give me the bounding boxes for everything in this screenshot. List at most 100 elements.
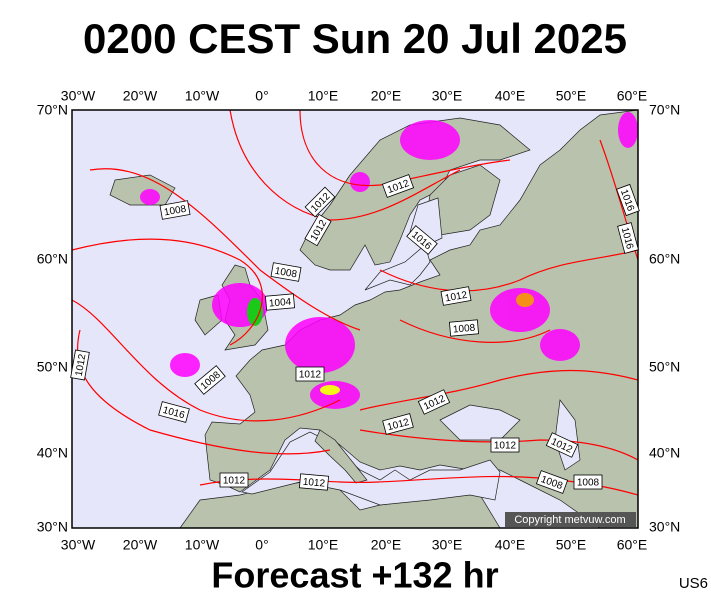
isobar-label-text: 1008 xyxy=(163,204,187,219)
isobar-label-box xyxy=(304,186,336,218)
black-sea xyxy=(439,404,521,441)
isobar-label-text: 1008 xyxy=(453,323,477,336)
isobar-label: 1016 xyxy=(158,401,190,423)
isobar-label-box xyxy=(265,293,295,311)
longitude-label: 30°W xyxy=(61,88,96,104)
isobar-label-box xyxy=(381,174,415,198)
isobar-label-box xyxy=(449,319,479,337)
rain-area xyxy=(350,172,370,192)
isobar xyxy=(71,238,263,346)
latitude-label: 40°N xyxy=(649,445,680,461)
isobar-label-box xyxy=(270,262,302,282)
longitude-label: 0° xyxy=(255,88,268,104)
isobar-label-text: 1012 xyxy=(223,476,246,487)
isobar-label-text: 1012 xyxy=(302,477,326,490)
isobar-label-text: 1004 xyxy=(269,297,293,310)
longitude-label: 10°E xyxy=(308,537,339,553)
latitude-label: 40°N xyxy=(37,445,68,461)
isobar-label-box xyxy=(535,470,569,494)
isobar-label-box xyxy=(158,401,190,423)
isobar xyxy=(379,249,639,292)
map-frame xyxy=(71,109,639,529)
longitude-label: 40°E xyxy=(495,88,526,104)
isobar-label: 1008 xyxy=(270,262,302,282)
longitude-label: 50°E xyxy=(556,537,587,553)
isobar-label-box xyxy=(70,349,90,381)
isobar-label-text: 1012 xyxy=(74,353,89,377)
isobar xyxy=(89,168,361,331)
isobar-label-box xyxy=(194,365,226,395)
isobar-label-box xyxy=(159,200,191,220)
rain-area xyxy=(140,189,160,205)
isobar xyxy=(399,319,551,343)
isobar-label-box xyxy=(295,366,325,382)
isobar-label-text: 1012 xyxy=(494,441,517,452)
longitude-label: 30°E xyxy=(432,537,463,553)
isobar-label-box xyxy=(545,432,579,458)
longitude-label: 40°E xyxy=(495,537,526,553)
rain-area xyxy=(618,112,638,148)
isobar-label-box xyxy=(490,437,520,453)
model-code: US6 xyxy=(679,575,708,592)
copyright-box xyxy=(505,512,636,527)
isobar xyxy=(229,109,461,221)
longitude-label: 10°W xyxy=(185,88,220,104)
longitude-label: 20°E xyxy=(371,537,402,553)
title: 0200 CEST Sun 20 Jul 2025 xyxy=(83,15,627,62)
isobar-label-box xyxy=(440,286,472,306)
isobar-label-box xyxy=(299,473,329,491)
isobar-label-box xyxy=(617,222,639,254)
latitude-label: 70°N xyxy=(649,102,680,118)
isobar-label: 1008 xyxy=(573,474,603,490)
latitude-label: 30°N xyxy=(649,519,680,535)
latitude-label: 60°N xyxy=(649,251,680,267)
isobar-label-box xyxy=(417,389,451,415)
isobar-label: 1004 xyxy=(265,293,295,311)
isobar-label-text: 1008 xyxy=(274,266,298,281)
isobar xyxy=(71,299,341,422)
longitude-label: 0° xyxy=(255,537,268,553)
isobar-label-box xyxy=(304,213,332,247)
longitude-label: 20°E xyxy=(371,88,402,104)
isobar-label: 1012 xyxy=(440,286,472,306)
longitude-label: 20°W xyxy=(123,537,158,553)
isobar-label: 1012 xyxy=(299,473,329,491)
isobar-label-box xyxy=(406,225,438,255)
longitude-label: 30°E xyxy=(432,88,463,104)
italy xyxy=(314,429,368,484)
rain-area xyxy=(540,329,580,361)
latitude-label: 60°N xyxy=(37,251,68,267)
longitude-label: 30°W xyxy=(61,537,96,553)
heavy-rain xyxy=(320,385,340,395)
isobar-label: 1012 xyxy=(219,472,249,488)
longitude-label: 20°W xyxy=(123,88,158,104)
isobar-label-box xyxy=(219,472,249,488)
latitude-label: 70°N xyxy=(37,102,68,118)
isobar-label-box xyxy=(382,413,414,435)
isobar-label: 1008 xyxy=(449,319,479,337)
longitude-label: 60°E xyxy=(617,537,648,553)
rain-area xyxy=(490,288,550,332)
longitude-label: 10°E xyxy=(308,88,339,104)
isobar-label-text: 1012 xyxy=(444,290,468,305)
longitude-label: 50°E xyxy=(556,88,587,104)
precipitation xyxy=(140,112,638,409)
latitude-label: 30°N xyxy=(37,519,68,535)
latitude-label: 50°N xyxy=(37,359,68,375)
isobar xyxy=(299,109,511,187)
isobar-label: 1012 xyxy=(70,349,90,381)
longitude-label: 10°W xyxy=(185,537,220,553)
isobars xyxy=(71,109,639,496)
baltic-sea xyxy=(364,244,431,291)
heavy-rain xyxy=(516,293,534,307)
rain-area xyxy=(310,381,360,409)
isobar xyxy=(359,369,639,411)
isobar-label: 1012 xyxy=(490,437,520,453)
copyright: Copyright metvuw.com xyxy=(514,514,625,526)
forecast-label: Forecast +132 hr xyxy=(211,555,498,596)
rain-area xyxy=(285,317,355,373)
map: Copyright metvuw.com xyxy=(71,109,639,529)
isobar-label-text: 1008 xyxy=(577,478,600,489)
heavy-rain xyxy=(247,298,263,326)
